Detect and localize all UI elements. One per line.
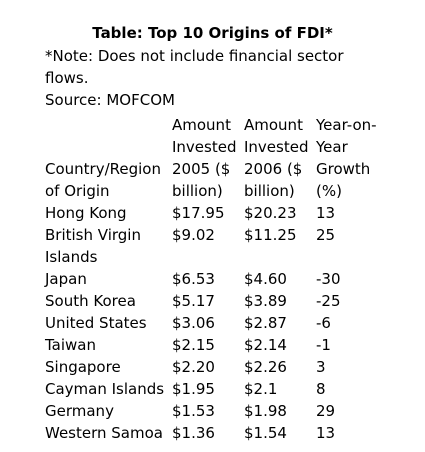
- row-label: Japan: [45, 270, 87, 288]
- column-header: Growth: [316, 160, 371, 178]
- cell: $1.53: [172, 402, 215, 420]
- column-header: of Origin: [45, 182, 110, 200]
- cell: $1.98: [244, 402, 287, 420]
- cell: $9.02: [172, 226, 215, 244]
- cell: $3.89: [244, 292, 287, 310]
- note: *Note: Does not include financial sector…: [45, 47, 344, 87]
- column-header: billion): [244, 182, 295, 200]
- column-header: Invested: [172, 138, 237, 156]
- cell: 13: [316, 424, 336, 442]
- title: Table: Top 10 Origins of FDI*: [92, 24, 333, 42]
- cell: 3: [316, 358, 326, 376]
- cell: -6: [316, 314, 331, 332]
- row-label: Cayman Islands: [45, 380, 165, 398]
- cell: 8: [316, 380, 326, 398]
- column-header: billion): [172, 182, 223, 200]
- cell: 13: [316, 204, 336, 222]
- cell: $1.95: [172, 380, 215, 398]
- column-header: 2005 ($: [172, 160, 231, 178]
- cell: $5.17: [172, 292, 215, 310]
- cell: $2.15: [172, 336, 215, 354]
- column-header: 2006 ($: [244, 160, 303, 178]
- cell: $11.25: [244, 226, 297, 244]
- column-header: Invested: [244, 138, 309, 156]
- cell: -25: [316, 292, 341, 310]
- cell: $20.23: [244, 204, 297, 222]
- cell: 25: [316, 226, 336, 244]
- row-label: Taiwan: [45, 336, 97, 354]
- cell: $1.54: [244, 424, 287, 442]
- column-header: (%): [316, 182, 342, 200]
- column-header: Amount: [244, 116, 303, 134]
- cell: -30: [316, 270, 341, 288]
- row-label: Western Samoa: [45, 424, 163, 442]
- cell: $3.06: [172, 314, 215, 332]
- cell: $2.87: [244, 314, 287, 332]
- column-header: Country/Region: [45, 160, 161, 178]
- row-label: Hong Kong: [45, 204, 127, 222]
- row-label: Germany: [45, 402, 114, 420]
- cell: $2.26: [244, 358, 287, 376]
- cell: 29: [316, 402, 336, 420]
- row-label: United States: [45, 314, 147, 332]
- cell: $2.14: [244, 336, 287, 354]
- row-label: British Virgin Islands: [45, 226, 141, 266]
- cell: $6.53: [172, 270, 215, 288]
- cell: $2.1: [244, 380, 278, 398]
- cell: $17.95: [172, 204, 225, 222]
- cell: $1.36: [172, 424, 215, 442]
- cell: -1: [316, 336, 331, 354]
- column-header: Amount: [172, 116, 231, 134]
- source: Source: MOFCOM: [45, 91, 175, 109]
- cell: $2.20: [172, 358, 215, 376]
- column-header: Year: [316, 138, 348, 156]
- row-label: South Korea: [45, 292, 136, 310]
- row-label: Singapore: [45, 358, 121, 376]
- column-header: Year-on-: [316, 116, 377, 134]
- cell: $4.60: [244, 270, 287, 288]
